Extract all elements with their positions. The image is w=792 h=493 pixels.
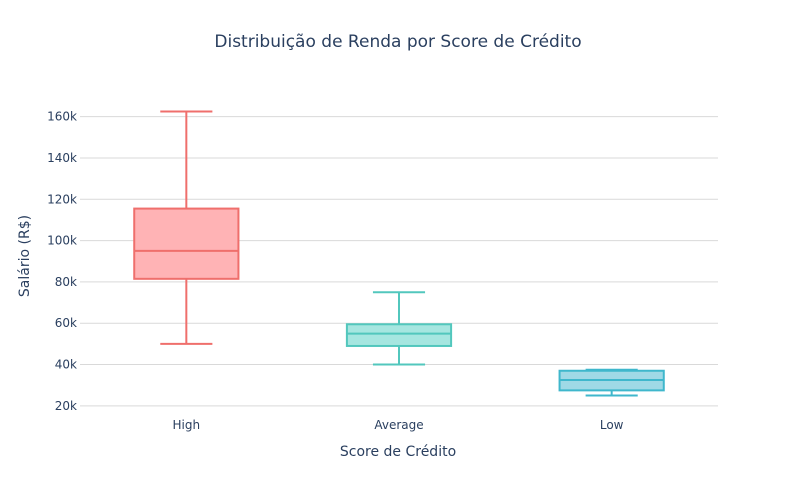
iqr-box (133, 207, 240, 280)
y-tick-label: 100k (47, 234, 77, 248)
y-tick-label: 60k (55, 316, 77, 330)
y-tick-label: 140k (47, 151, 77, 165)
box-high (133, 110, 240, 345)
y-tick-label: 20k (55, 399, 77, 413)
x-tick-label: Average (374, 418, 423, 432)
box-average (345, 291, 453, 366)
box-low (558, 368, 665, 397)
y-tick-labels: 20k 40k 60k 80k 100k 120k 140k 160k (47, 110, 77, 413)
y-axis-title: Salário (R$) (17, 215, 33, 297)
y-tick-label: 120k (47, 192, 77, 206)
y-tick-label: 40k (55, 358, 77, 372)
x-tick-label: Low (600, 418, 624, 432)
x-tick-labels: High Average Low (173, 418, 624, 432)
y-tick-label: 80k (55, 275, 77, 289)
iqr-box (345, 323, 453, 347)
chart-title: Distribuição de Renda por Score de Crédi… (214, 32, 581, 52)
x-tick-label: High (173, 418, 201, 432)
y-tick-label: 160k (47, 110, 77, 124)
boxes (133, 110, 665, 397)
x-axis-title: Score de Crédito (340, 444, 456, 460)
